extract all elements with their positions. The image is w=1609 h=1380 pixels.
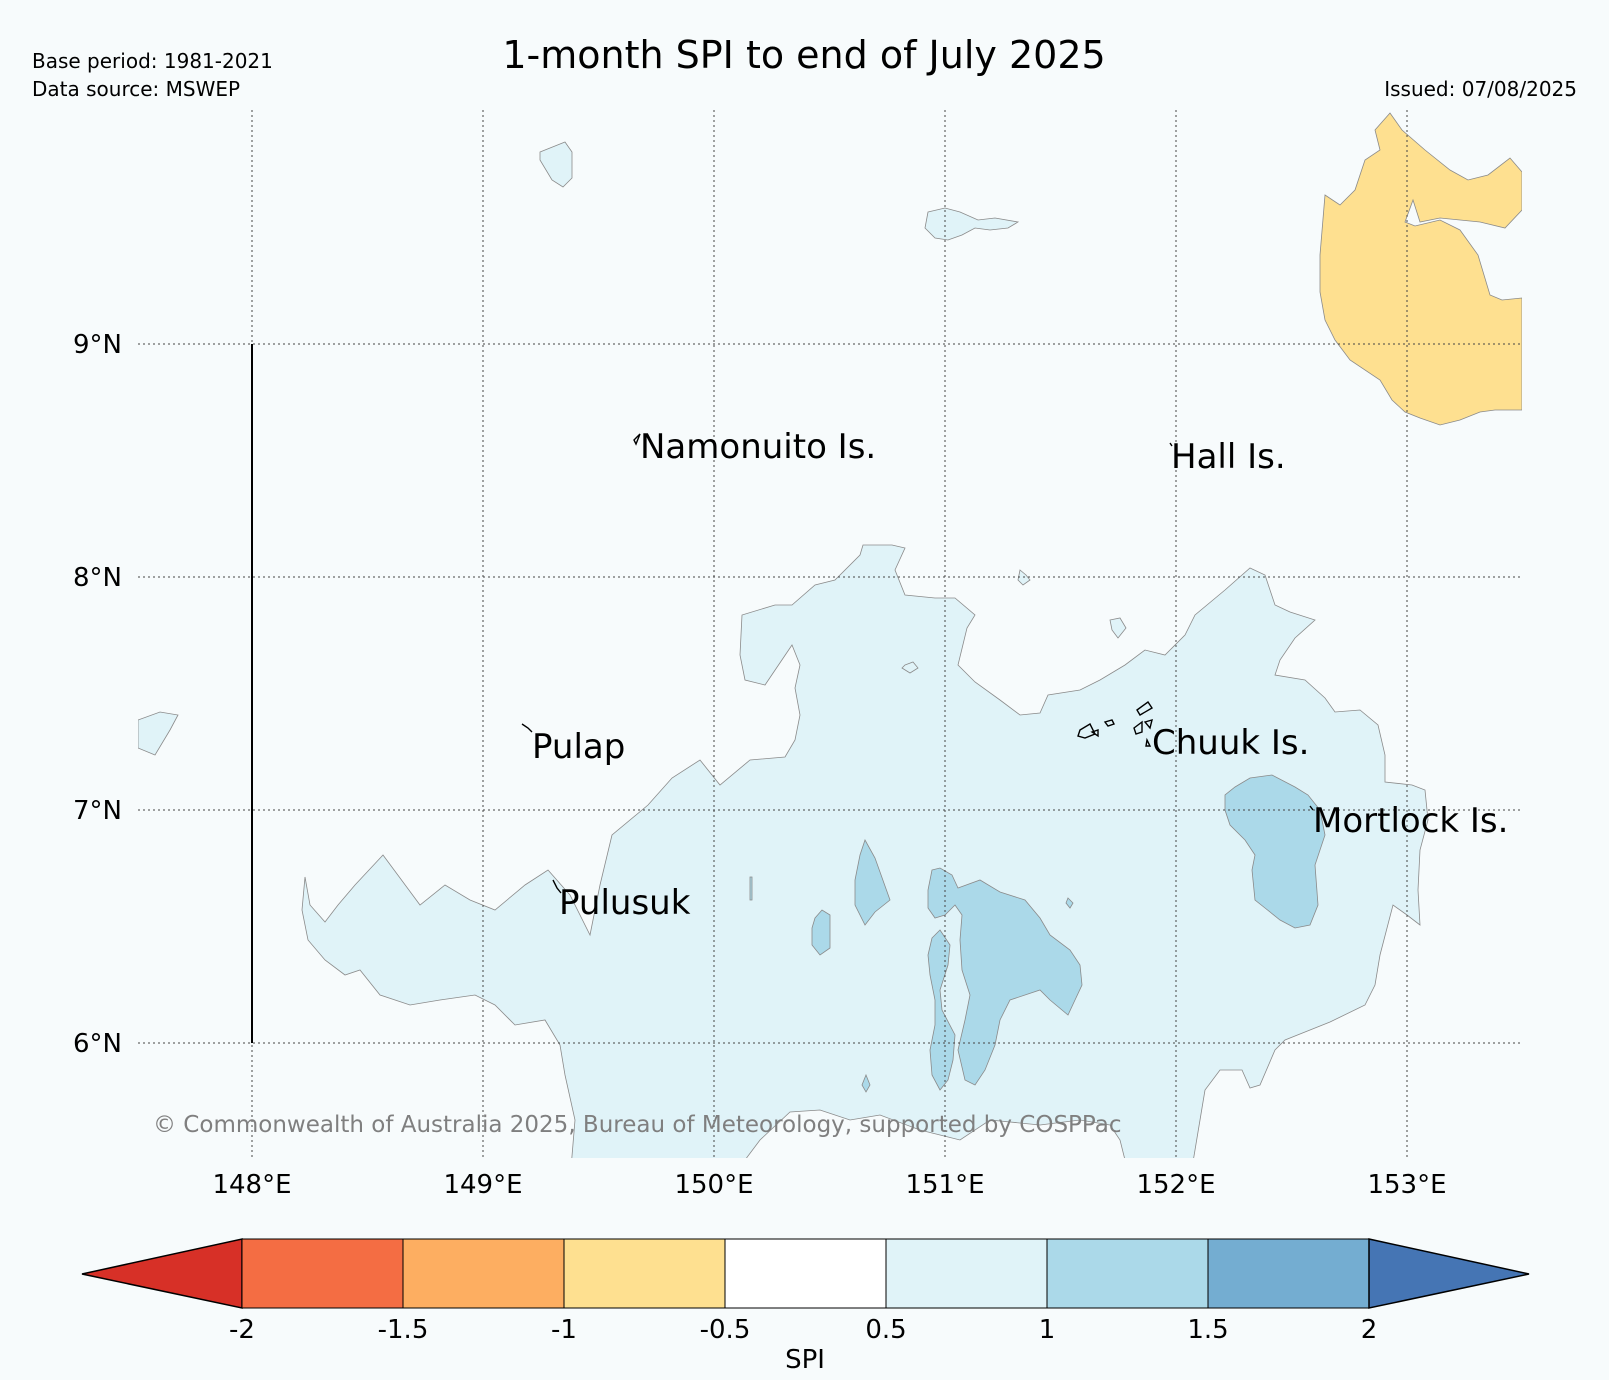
map-panel: © Commonwealth of Australia 2025, Bureau… (73, 110, 1522, 1200)
place-label-hall: Hall Is. (1171, 437, 1286, 477)
colorbar-tick-4: -0.5 (700, 1315, 751, 1345)
colorbar-segment-3 (563, 1238, 726, 1309)
colorbar-tick-7: 1.5 (1187, 1315, 1228, 1345)
colorbar-tick-5: 0.5 (865, 1315, 906, 1345)
lat-tick-9n: 9°N (73, 330, 122, 360)
lat-tick-8n: 8°N (73, 563, 122, 593)
place-label-mortlock: Mortlock Is. (1313, 801, 1508, 841)
colorbar-tick-6: 1 (1039, 1315, 1056, 1345)
spi-dry-area (1319, 112, 1522, 426)
colorbar-tick-8: 2 (1361, 1315, 1378, 1345)
lon-tick-148e: 148°E (212, 1170, 291, 1200)
lon-tick-150e: 150°E (674, 1170, 753, 1200)
colorbar-tick-3: -1 (551, 1315, 577, 1345)
place-label-chuuk: Chuuk Is. (1152, 723, 1309, 763)
colorbar-segment-1 (241, 1238, 404, 1309)
map-gridlines (138, 110, 1522, 1158)
colorbar-segment-6 (1046, 1238, 1209, 1309)
lon-tick-149e: 149°E (443, 1170, 522, 1200)
lon-tick-151e: 151°E (905, 1170, 984, 1200)
lon-tick-152e: 152°E (1136, 1170, 1215, 1200)
island-outlines (521, 433, 1314, 894)
map-title: 1-month SPI to end of July 2025 (502, 33, 1105, 77)
spi-wet-medium-areas (749, 774, 1326, 1093)
base-period: Base period: 1981-2021 (32, 49, 273, 73)
place-label-pulusuk: Pulusuk (559, 883, 691, 923)
colorbar-segment-5 (885, 1238, 1048, 1309)
lat-tick-7n: 7°N (73, 796, 122, 826)
colorbar-segment-2 (402, 1238, 565, 1309)
place-label-pulap: Pulap (532, 727, 625, 767)
lon-tick-153e: 153°E (1367, 1170, 1446, 1200)
colorbar-arrow-low (81, 1238, 243, 1309)
colorbar-segment-7 (1207, 1238, 1370, 1309)
lat-tick-6n: 6°N (73, 1029, 122, 1059)
colorbar-tick-1: -2 (229, 1315, 255, 1345)
copyright-text: © Commonwealth of Australia 2025, Bureau… (153, 1112, 1122, 1138)
colorbar-arrow-high (1368, 1238, 1530, 1309)
colorbar-tick-2: -1.5 (378, 1315, 429, 1345)
colorbar-segment-4 (724, 1238, 887, 1309)
place-label-namonuito: Namonuito Is. (640, 427, 876, 467)
data-source: Data source: MSWEP (32, 77, 240, 101)
issued-date: Issued: 07/08/2025 (1384, 77, 1577, 101)
spi-wet-light-areas (138, 141, 1429, 1158)
colorbar-label: SPI (785, 1345, 825, 1375)
spi-colorbar: -2 -1.5 -1 -0.5 0.5 1 1.5 2 SPI (81, 1238, 1530, 1375)
